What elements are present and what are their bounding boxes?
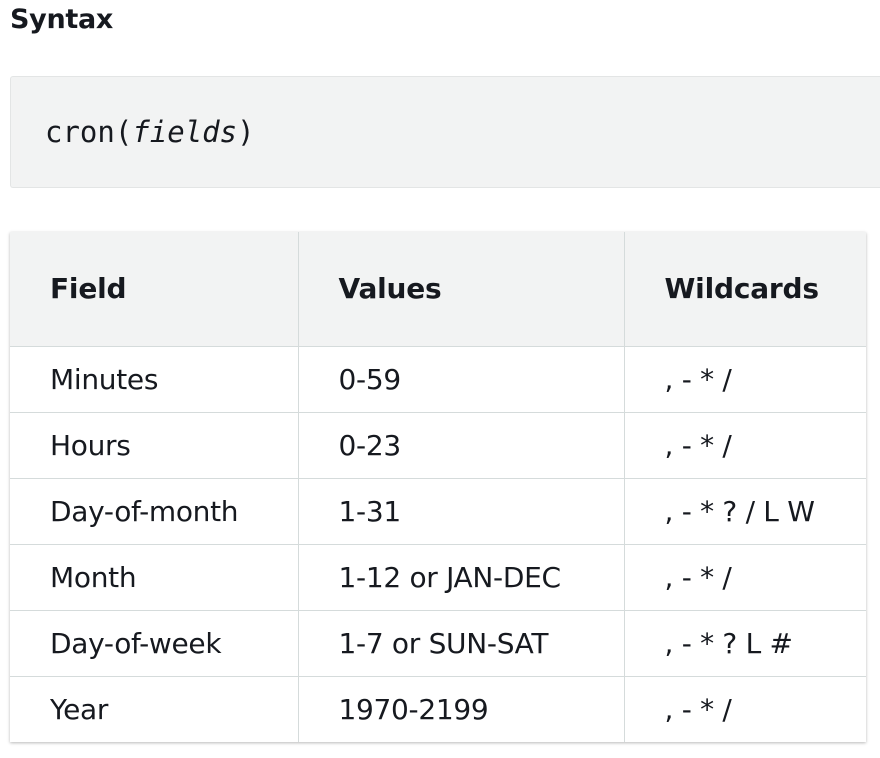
field-cell: Year [10, 675, 299, 742]
values-cell: 1-7 or SUN-SAT [297, 609, 625, 677]
values-cell: 0-23 [297, 411, 625, 479]
wildcards-cell: , - * / [623, 543, 866, 611]
field-cell: Day-of-week [10, 609, 299, 677]
values-cell: 1-12 or JAN-DEC [297, 543, 625, 611]
wildcards-cell: , - * / [623, 345, 866, 413]
table-row: Hours 0-23 , - * / [10, 411, 866, 479]
field-cell: Day-of-month [10, 477, 299, 545]
code-argument: fields [132, 115, 238, 149]
table-row: Month 1-12 or JAN-DEC , - * / [10, 543, 866, 611]
code-function: cron( [45, 115, 133, 149]
values-cell: 0-59 [297, 345, 625, 413]
table-row: Minutes 0-59 , - * / [10, 345, 866, 413]
wildcards-cell: , - * ? L # [623, 609, 866, 677]
code-closing: ) [237, 115, 255, 149]
code-line: cron(fields) [45, 113, 255, 151]
header-field: Field [10, 232, 299, 347]
values-cell: 1970-2199 [297, 675, 625, 742]
header-wildcards: Wildcards [623, 232, 866, 347]
cron-fields-table: Field Values Wildcards Minutes 0-59 , - … [10, 232, 866, 742]
field-cell: Minutes [10, 345, 299, 413]
table-header-row: Field Values Wildcards [10, 232, 866, 347]
wildcards-cell: , - * ? / L W [623, 477, 866, 545]
table-row: Day-of-week 1-7 or SUN-SAT , - * ? L # [10, 609, 866, 677]
field-cell: Hours [10, 411, 299, 479]
field-cell: Month [10, 543, 299, 611]
header-values: Values [297, 232, 625, 347]
section-heading: Syntax [10, 4, 114, 35]
wildcards-cell: , - * / [623, 675, 866, 742]
wildcards-cell: , - * / [623, 411, 866, 479]
code-block: cron(fields) [10, 76, 880, 188]
values-cell: 1-31 [297, 477, 625, 545]
table-row: Day-of-month 1-31 , - * ? / L W [10, 477, 866, 545]
table-row: Year 1970-2199 , - * / [10, 675, 866, 742]
